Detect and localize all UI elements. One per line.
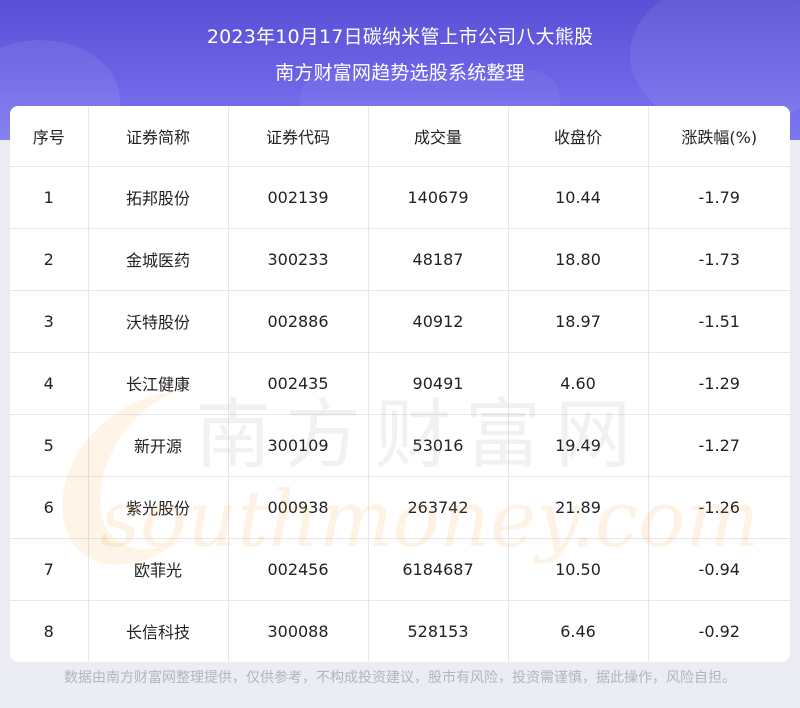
table-header-row: 序号 证券简称 证券代码 成交量 收盘价 涨跌幅(%) <box>10 106 790 167</box>
cell-volume: 40912 <box>368 290 509 353</box>
table-card: 序号 证券简称 证券代码 成交量 收盘价 涨跌幅(%) 1 拓邦股份 00213… <box>10 106 790 662</box>
cell-index: 1 <box>10 166 89 229</box>
cell-change: -0.94 <box>648 538 790 601</box>
column-header-name: 证券简称 <box>88 106 229 167</box>
cell-close: 18.97 <box>508 290 649 353</box>
cell-change: -1.26 <box>648 476 790 539</box>
column-header-volume: 成交量 <box>368 106 509 167</box>
column-header-index: 序号 <box>10 106 89 167</box>
page-title: 2023年10月17日碳纳米管上市公司八大熊股 <box>206 26 594 48</box>
table-row: 8 长信科技 300088 528153 6.46 -0.92 <box>10 600 790 662</box>
cell-code: 002435 <box>228 352 369 415</box>
table-row: 4 长江健康 002435 90491 4.60 -1.29 <box>10 352 790 415</box>
table-row: 3 沃特股份 002886 40912 18.97 -1.51 <box>10 290 790 353</box>
cell-change: -0.92 <box>648 600 790 662</box>
page-subtitle: 南方财富网趋势选股系统整理 <box>275 62 525 84</box>
cell-name: 金城医药 <box>88 228 229 291</box>
cell-change: -1.29 <box>648 352 790 415</box>
cell-volume: 528153 <box>368 600 509 662</box>
cell-change: -1.73 <box>648 228 790 291</box>
cell-name: 长江健康 <box>88 352 229 415</box>
cell-name: 沃特股份 <box>88 290 229 353</box>
cell-name: 长信科技 <box>88 600 229 662</box>
stock-table: 序号 证券简称 证券代码 成交量 收盘价 涨跌幅(%) 1 拓邦股份 00213… <box>10 106 790 662</box>
cell-volume: 90491 <box>368 352 509 415</box>
cell-name: 拓邦股份 <box>88 166 229 229</box>
cell-index: 2 <box>10 228 89 291</box>
column-header-code: 证券代码 <box>228 106 369 167</box>
cell-close: 10.44 <box>508 166 649 229</box>
column-header-change: 涨跌幅(%) <box>648 106 790 167</box>
disclaimer-footer: 数据由南方财富网整理提供，仅供参考，不构成投资建议，股市有风险，投资需谨慎，据此… <box>64 670 736 686</box>
cell-index: 8 <box>10 600 89 662</box>
column-header-close: 收盘价 <box>508 106 649 167</box>
cell-close: 4.60 <box>508 352 649 415</box>
table-row: 2 金城医药 300233 48187 18.80 -1.73 <box>10 228 790 291</box>
cell-name: 新开源 <box>88 414 229 477</box>
cell-code: 300233 <box>228 228 369 291</box>
cell-index: 4 <box>10 352 89 415</box>
table-row: 1 拓邦股份 002139 140679 10.44 -1.79 <box>10 166 790 229</box>
cell-close: 10.50 <box>508 538 649 601</box>
cell-volume: 140679 <box>368 166 509 229</box>
cell-change: -1.27 <box>648 414 790 477</box>
cell-name: 欧菲光 <box>88 538 229 601</box>
cell-code: 300109 <box>228 414 369 477</box>
cell-code: 000938 <box>228 476 369 539</box>
cell-change: -1.79 <box>648 166 790 229</box>
table-row: 6 紫光股份 000938 263742 21.89 -1.26 <box>10 476 790 539</box>
cell-change: -1.51 <box>648 290 790 353</box>
cell-code: 002139 <box>228 166 369 229</box>
cell-close: 6.46 <box>508 600 649 662</box>
cell-code: 300088 <box>228 600 369 662</box>
cell-close: 19.49 <box>508 414 649 477</box>
cell-code: 002456 <box>228 538 369 601</box>
header-banner: 2023年10月17日碳纳米管上市公司八大熊股 南方财富网趋势选股系统整理 <box>0 0 800 140</box>
cell-index: 3 <box>10 290 89 353</box>
cell-index: 7 <box>10 538 89 601</box>
cell-index: 5 <box>10 414 89 477</box>
table-row: 5 新开源 300109 53016 19.49 -1.27 <box>10 414 790 477</box>
cell-name: 紫光股份 <box>88 476 229 539</box>
cell-volume: 53016 <box>368 414 509 477</box>
cell-close: 18.80 <box>508 228 649 291</box>
cell-close: 21.89 <box>508 476 649 539</box>
table-row: 7 欧菲光 002456 6184687 10.50 -0.94 <box>10 538 790 601</box>
cell-volume: 263742 <box>368 476 509 539</box>
cell-index: 6 <box>10 476 89 539</box>
cell-code: 002886 <box>228 290 369 353</box>
cell-volume: 48187 <box>368 228 509 291</box>
cell-volume: 6184687 <box>368 538 509 601</box>
